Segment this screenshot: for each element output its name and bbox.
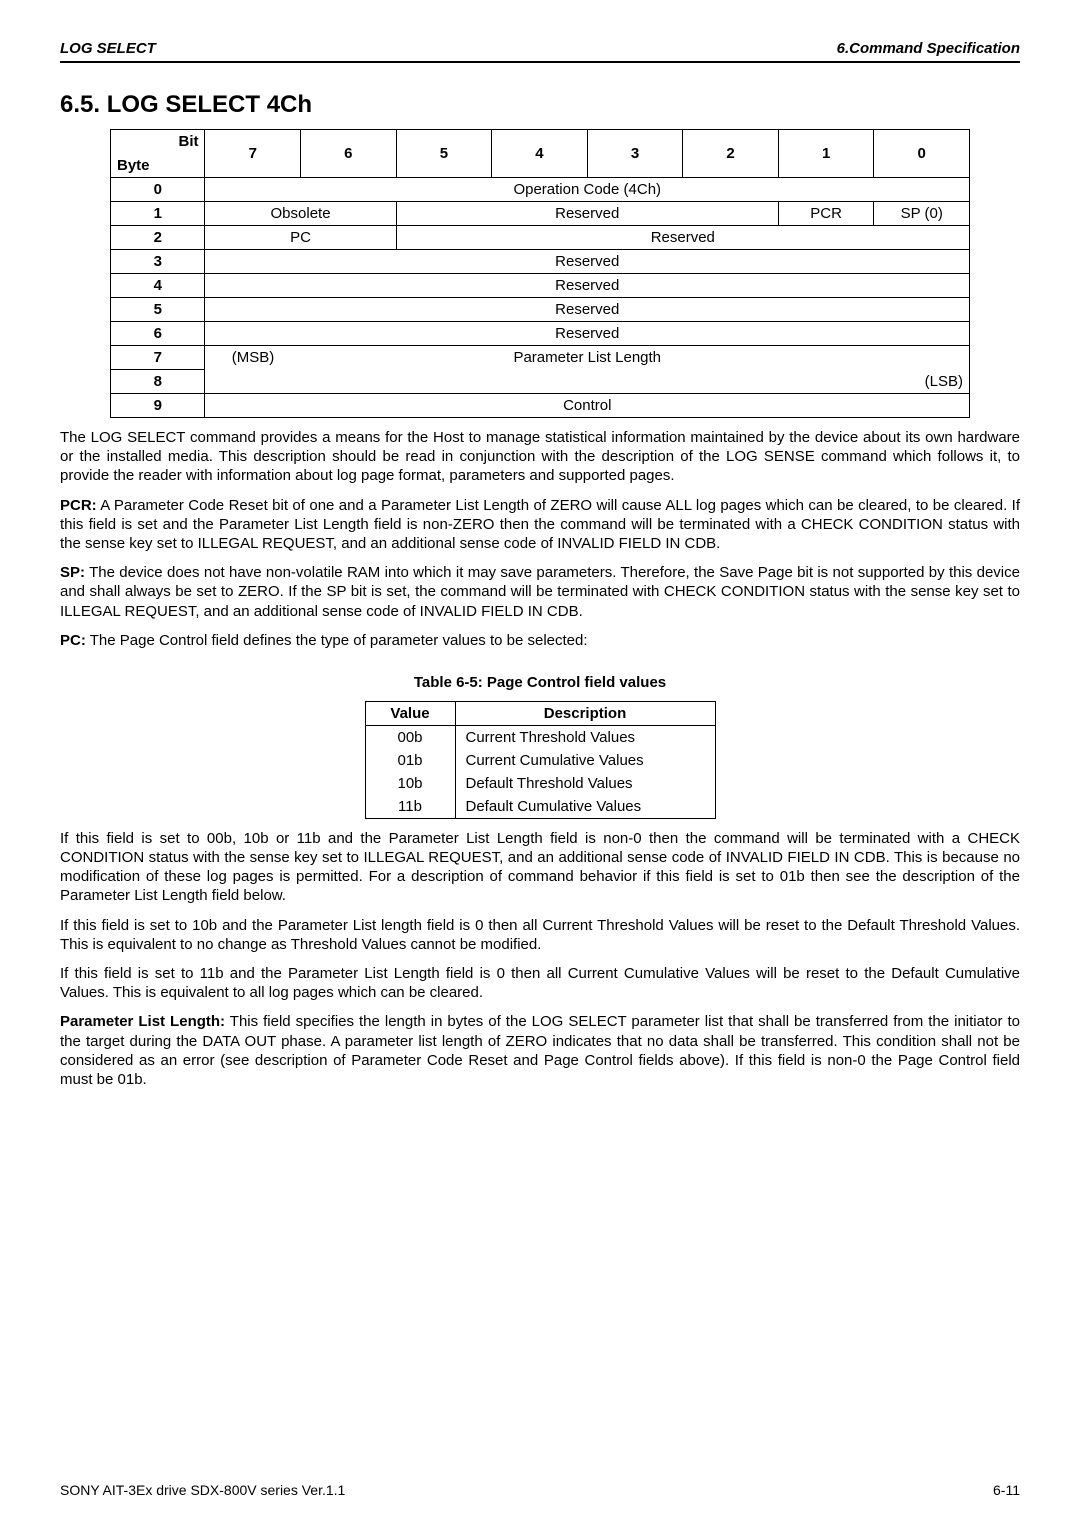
bit-5: 5 bbox=[396, 130, 492, 178]
byte-3-field: Reserved bbox=[205, 250, 970, 274]
sp-lead: SP: bbox=[60, 564, 85, 581]
byte-8-blank bbox=[205, 370, 874, 394]
byte-2-reserved: Reserved bbox=[396, 226, 969, 250]
pc-v-3: 11b bbox=[365, 795, 455, 819]
header-right: 6.Command Specification bbox=[837, 40, 1020, 57]
cdb-row-2: 2 PC Reserved bbox=[111, 226, 970, 250]
byte-0-label: 0 bbox=[111, 178, 205, 202]
bit-0: 0 bbox=[874, 130, 970, 178]
cdb-row-8: 8 (LSB) bbox=[111, 370, 970, 394]
pc-v-1: 01b bbox=[365, 749, 455, 772]
cdb-row-1: 1 Obsolete Reserved PCR SP (0) bbox=[111, 202, 970, 226]
pc-lead: PC: bbox=[60, 632, 86, 649]
paragraph-field11: If this field is set to 11b and the Para… bbox=[60, 964, 1020, 1002]
pc-head-value: Value bbox=[365, 701, 455, 725]
paragraph-pc: PC: The Page Control field defines the t… bbox=[60, 631, 1020, 650]
byte-6-label: 6 bbox=[111, 322, 205, 346]
pc-v-2: 10b bbox=[365, 772, 455, 795]
byte-2-pc: PC bbox=[205, 226, 396, 250]
byte-1-label: 1 bbox=[111, 202, 205, 226]
footer-left: SONY AIT-3Ex drive SDX-800V series Ver.1… bbox=[60, 1482, 345, 1498]
cdb-row-6: 6 Reserved bbox=[111, 322, 970, 346]
cdb-header-row: Bit 7 6 5 4 3 2 1 0 bbox=[111, 130, 970, 154]
byte-1-obsolete: Obsolete bbox=[205, 202, 396, 226]
cdb-row-0: 0 Operation Code (4Ch) bbox=[111, 178, 970, 202]
byte-1-reserved: Reserved bbox=[396, 202, 778, 226]
byte-7-blank bbox=[874, 346, 970, 370]
byte-6-field: Reserved bbox=[205, 322, 970, 346]
cdb-row-7: 7 (MSB) Parameter List Length bbox=[111, 346, 970, 370]
bit-6: 6 bbox=[301, 130, 397, 178]
byte-9-field: Control bbox=[205, 394, 970, 418]
pc-row-1: 01b Current Cumulative Values bbox=[365, 749, 715, 772]
byte-2-label: 2 bbox=[111, 226, 205, 250]
cdb-row-4: 4 Reserved bbox=[111, 274, 970, 298]
bit-3: 3 bbox=[587, 130, 683, 178]
pc-d-3: Default Cumulative Values bbox=[455, 795, 715, 819]
pc-d-0: Current Threshold Values bbox=[455, 725, 715, 749]
byte-1-pcr: PCR bbox=[778, 202, 874, 226]
bit-1: 1 bbox=[778, 130, 874, 178]
header-left: LOG SELECT bbox=[60, 40, 156, 57]
pcr-lead: PCR: bbox=[60, 497, 97, 514]
byte-9-label: 9 bbox=[111, 394, 205, 418]
pc-row-2: 10b Default Threshold Values bbox=[365, 772, 715, 795]
pll-lead: Parameter List Length: bbox=[60, 1013, 225, 1030]
pcr-body: A Parameter Code Reset bit of one and a … bbox=[60, 497, 1020, 552]
pc-v-0: 00b bbox=[365, 725, 455, 749]
paragraph-pcr: PCR: A Parameter Code Reset bit of one a… bbox=[60, 496, 1020, 554]
cdb-row-9: 9 Control bbox=[111, 394, 970, 418]
sp-body: The device does not have non-volatile RA… bbox=[60, 564, 1020, 619]
pc-d-2: Default Threshold Values bbox=[455, 772, 715, 795]
pc-table-header: Value Description bbox=[365, 701, 715, 725]
byte-8-lsb: (LSB) bbox=[874, 370, 970, 394]
byte-5-label: 5 bbox=[111, 298, 205, 322]
bit-7: 7 bbox=[205, 130, 301, 178]
byte-1-sp: SP (0) bbox=[874, 202, 970, 226]
pc-body: The Page Control field defines the type … bbox=[86, 632, 588, 649]
bit-4: 4 bbox=[492, 130, 588, 178]
byte-4-label: 4 bbox=[111, 274, 205, 298]
section-title: 6.5. LOG SELECT 4Ch bbox=[60, 91, 1020, 119]
pc-d-1: Current Cumulative Values bbox=[455, 749, 715, 772]
pc-head-desc: Description bbox=[455, 701, 715, 725]
pc-row-3: 11b Default Cumulative Values bbox=[365, 795, 715, 819]
paragraph-field10: If this field is set to 10b and the Para… bbox=[60, 916, 1020, 954]
byte-7-label: 7 bbox=[111, 346, 205, 370]
paragraph-intro: The LOG SELECT command provides a means … bbox=[60, 428, 1020, 486]
pc-table: Value Description 00b Current Threshold … bbox=[365, 701, 716, 819]
page-header: LOG SELECT 6.Command Specification bbox=[60, 40, 1020, 63]
paragraph-field00: If this field is set to 00b, 10b or 11b … bbox=[60, 829, 1020, 906]
byte-3-label: 3 bbox=[111, 250, 205, 274]
pc-table-caption: Table 6-5: Page Control field values bbox=[60, 674, 1020, 691]
cdb-row-5: 5 Reserved bbox=[111, 298, 970, 322]
byte-7-msb: (MSB) bbox=[205, 346, 301, 370]
byte-5-field: Reserved bbox=[205, 298, 970, 322]
bit-label: Bit bbox=[111, 130, 205, 154]
byte-8-label: 8 bbox=[111, 370, 205, 394]
paragraph-pll: Parameter List Length: This field specif… bbox=[60, 1012, 1020, 1089]
footer-right: 6-11 bbox=[993, 1482, 1020, 1498]
pc-row-0: 00b Current Threshold Values bbox=[365, 725, 715, 749]
byte-4-field: Reserved bbox=[205, 274, 970, 298]
cdb-row-3: 3 Reserved bbox=[111, 250, 970, 274]
byte-label: Byte bbox=[111, 154, 205, 178]
byte-7-pll: Parameter List Length bbox=[301, 346, 874, 370]
cdb-table: Bit 7 6 5 4 3 2 1 0 Byte 0 Operation Cod… bbox=[110, 129, 970, 418]
page-footer: SONY AIT-3Ex drive SDX-800V series Ver.1… bbox=[60, 1482, 1020, 1498]
byte-0-field: Operation Code (4Ch) bbox=[205, 178, 970, 202]
paragraph-sp: SP: The device does not have non-volatil… bbox=[60, 563, 1020, 621]
bit-2: 2 bbox=[683, 130, 779, 178]
